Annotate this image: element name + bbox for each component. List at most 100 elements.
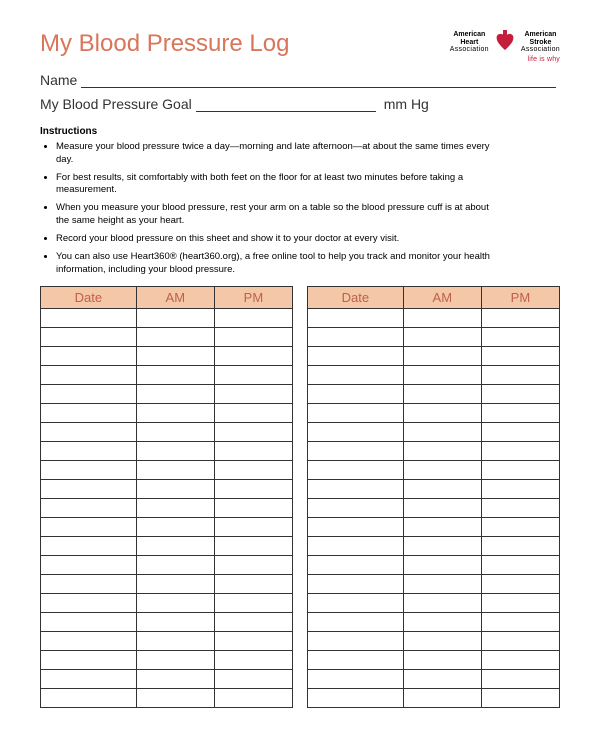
table-cell[interactable]: [308, 404, 404, 423]
table-cell[interactable]: [136, 518, 214, 537]
table-cell[interactable]: [136, 461, 214, 480]
table-cell[interactable]: [136, 480, 214, 499]
table-cell[interactable]: [403, 442, 481, 461]
table-cell[interactable]: [481, 575, 559, 594]
table-cell[interactable]: [308, 518, 404, 537]
table-cell[interactable]: [41, 575, 137, 594]
table-cell[interactable]: [481, 670, 559, 689]
table-cell[interactable]: [308, 423, 404, 442]
table-cell[interactable]: [403, 689, 481, 708]
table-cell[interactable]: [136, 632, 214, 651]
table-cell[interactable]: [136, 328, 214, 347]
table-cell[interactable]: [481, 347, 559, 366]
table-cell[interactable]: [403, 518, 481, 537]
table-cell[interactable]: [481, 404, 559, 423]
table-cell[interactable]: [41, 632, 137, 651]
table-cell[interactable]: [403, 461, 481, 480]
table-cell[interactable]: [403, 423, 481, 442]
table-cell[interactable]: [41, 518, 137, 537]
table-cell[interactable]: [403, 404, 481, 423]
table-cell[interactable]: [41, 328, 137, 347]
table-cell[interactable]: [214, 385, 292, 404]
table-cell[interactable]: [214, 670, 292, 689]
table-cell[interactable]: [403, 309, 481, 328]
table-cell[interactable]: [214, 689, 292, 708]
table-cell[interactable]: [214, 461, 292, 480]
table-cell[interactable]: [308, 328, 404, 347]
table-cell[interactable]: [41, 385, 137, 404]
table-cell[interactable]: [214, 594, 292, 613]
table-cell[interactable]: [136, 651, 214, 670]
table-cell[interactable]: [481, 594, 559, 613]
table-cell[interactable]: [41, 347, 137, 366]
table-cell[interactable]: [403, 328, 481, 347]
table-cell[interactable]: [41, 461, 137, 480]
table-cell[interactable]: [481, 537, 559, 556]
table-cell[interactable]: [308, 537, 404, 556]
table-cell[interactable]: [136, 575, 214, 594]
table-cell[interactable]: [136, 670, 214, 689]
table-cell[interactable]: [403, 347, 481, 366]
table-cell[interactable]: [214, 499, 292, 518]
table-cell[interactable]: [308, 309, 404, 328]
table-cell[interactable]: [308, 670, 404, 689]
table-cell[interactable]: [403, 575, 481, 594]
table-cell[interactable]: [214, 575, 292, 594]
table-cell[interactable]: [136, 537, 214, 556]
table-cell[interactable]: [403, 499, 481, 518]
table-cell[interactable]: [214, 556, 292, 575]
table-cell[interactable]: [481, 385, 559, 404]
table-cell[interactable]: [481, 442, 559, 461]
table-cell[interactable]: [308, 499, 404, 518]
table-cell[interactable]: [403, 613, 481, 632]
table-cell[interactable]: [41, 537, 137, 556]
table-cell[interactable]: [403, 556, 481, 575]
table-cell[interactable]: [214, 366, 292, 385]
table-cell[interactable]: [308, 347, 404, 366]
table-cell[interactable]: [136, 404, 214, 423]
table-cell[interactable]: [481, 461, 559, 480]
table-cell[interactable]: [136, 309, 214, 328]
table-cell[interactable]: [41, 670, 137, 689]
table-cell[interactable]: [41, 689, 137, 708]
table-cell[interactable]: [403, 670, 481, 689]
table-cell[interactable]: [481, 613, 559, 632]
table-cell[interactable]: [214, 442, 292, 461]
table-cell[interactable]: [214, 328, 292, 347]
table-cell[interactable]: [481, 689, 559, 708]
table-cell[interactable]: [308, 366, 404, 385]
table-cell[interactable]: [41, 366, 137, 385]
table-cell[interactable]: [136, 613, 214, 632]
table-cell[interactable]: [308, 461, 404, 480]
table-cell[interactable]: [41, 423, 137, 442]
table-cell[interactable]: [308, 594, 404, 613]
table-cell[interactable]: [136, 385, 214, 404]
table-cell[interactable]: [403, 385, 481, 404]
table-cell[interactable]: [308, 651, 404, 670]
table-cell[interactable]: [41, 309, 137, 328]
table-cell[interactable]: [136, 594, 214, 613]
table-cell[interactable]: [214, 404, 292, 423]
table-cell[interactable]: [308, 480, 404, 499]
table-cell[interactable]: [214, 537, 292, 556]
table-cell[interactable]: [214, 651, 292, 670]
table-cell[interactable]: [214, 518, 292, 537]
table-cell[interactable]: [481, 518, 559, 537]
table-cell[interactable]: [308, 385, 404, 404]
table-cell[interactable]: [403, 594, 481, 613]
table-cell[interactable]: [136, 442, 214, 461]
table-cell[interactable]: [214, 423, 292, 442]
table-cell[interactable]: [136, 347, 214, 366]
table-cell[interactable]: [41, 480, 137, 499]
table-cell[interactable]: [136, 499, 214, 518]
table-cell[interactable]: [41, 651, 137, 670]
table-cell[interactable]: [403, 537, 481, 556]
table-cell[interactable]: [214, 347, 292, 366]
table-cell[interactable]: [214, 613, 292, 632]
table-cell[interactable]: [403, 632, 481, 651]
table-cell[interactable]: [214, 632, 292, 651]
table-cell[interactable]: [481, 480, 559, 499]
table-cell[interactable]: [308, 575, 404, 594]
table-cell[interactable]: [308, 442, 404, 461]
table-cell[interactable]: [308, 632, 404, 651]
